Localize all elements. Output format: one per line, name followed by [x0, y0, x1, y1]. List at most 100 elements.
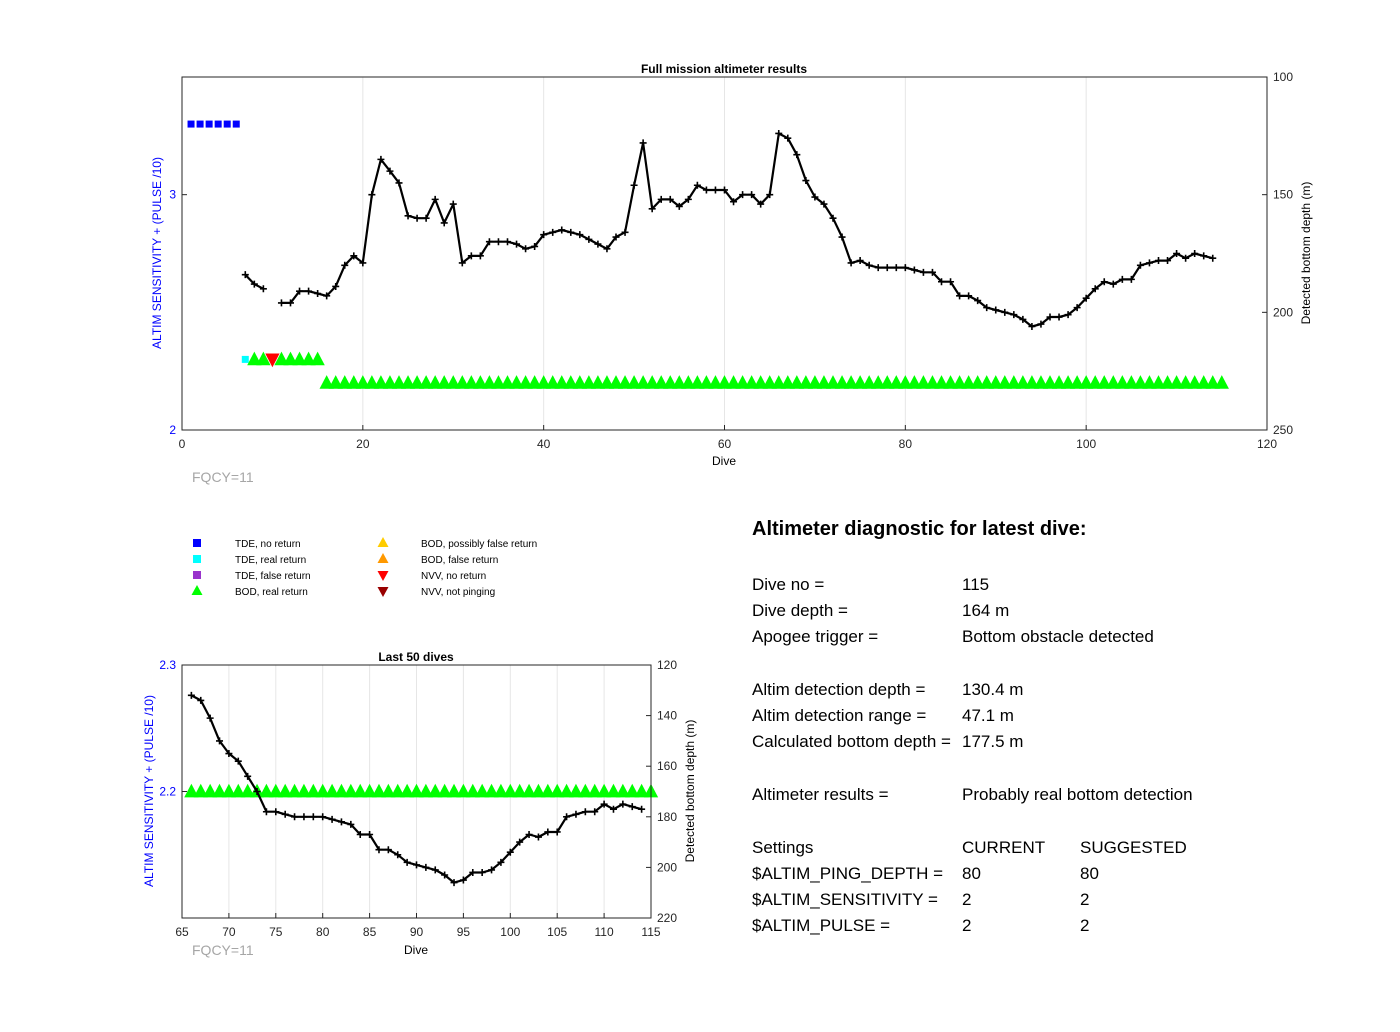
bod-real-return-marker	[473, 375, 488, 389]
bod-real-return-marker	[898, 375, 913, 389]
bod-real-return-marker	[315, 783, 330, 798]
diagnostic-label: Dive depth =	[752, 601, 848, 620]
bod-real-return-marker	[961, 375, 976, 389]
settings-header-suggested: SUGGESTED	[1080, 838, 1187, 857]
bod-real-return-marker	[780, 375, 795, 389]
depth-point-marker	[1019, 315, 1027, 323]
bod-real-return-marker	[391, 375, 407, 389]
bod-real-return-marker	[268, 783, 283, 798]
bod-real-return-marker	[1187, 375, 1202, 389]
depth-point-marker	[366, 831, 374, 839]
bod-real-return-marker	[343, 783, 358, 798]
top-chart-markers	[187, 120, 1229, 389]
tde-no-return-marker	[232, 120, 240, 128]
bod-real-return-marker	[617, 375, 633, 389]
tde-no-return-marker	[214, 120, 222, 128]
depth-point-marker	[467, 252, 475, 260]
bod-real-return-marker	[509, 375, 524, 389]
depth-point-marker	[1109, 280, 1117, 288]
bod-real-return-marker	[654, 375, 669, 389]
depth-point-marker	[450, 879, 458, 887]
x-tick-label: 110	[595, 925, 614, 939]
x-tick-label: 120	[1257, 437, 1277, 451]
legend-item-bod-possibly-false-return: BOD, possibly false return	[377, 537, 537, 550]
depth-point-marker	[919, 268, 927, 276]
bod-real-return-marker	[979, 375, 994, 389]
x-tick-label: 115	[641, 925, 660, 939]
depth-point-marker	[272, 808, 280, 816]
bod-real-return-marker	[563, 375, 578, 389]
depth-point-marker	[910, 266, 918, 274]
depth-point-marker	[693, 181, 701, 189]
legend-label: TDE, real return	[235, 555, 306, 566]
bottom-chart-right-y-label: Detected bottom depth (m)	[683, 720, 697, 863]
diagnostic-value: 177.5 m	[962, 732, 1024, 751]
depth-point-marker	[531, 242, 539, 250]
depth-point-marker	[377, 155, 385, 163]
depth-point-marker	[730, 198, 738, 206]
depth-point-marker	[1200, 252, 1208, 260]
bod-real-return-marker	[540, 783, 555, 798]
bod-real-return-marker	[527, 375, 542, 389]
bod-real-return-marker	[306, 783, 321, 798]
bottom-chart-x-label: Dive	[404, 943, 428, 957]
bod-real-return-marker	[484, 783, 499, 798]
bod-real-return-marker	[221, 783, 237, 798]
depth-point-marker	[386, 167, 394, 175]
legend-square-marker	[193, 555, 201, 563]
bod-real-return-marker	[324, 783, 340, 798]
depth-point-marker	[965, 292, 973, 300]
depth-point-marker	[1010, 311, 1018, 319]
depth-point-marker	[534, 833, 542, 841]
depth-point-marker	[603, 245, 611, 253]
depth-point-marker	[1046, 313, 1054, 321]
depth-series-line	[281, 132, 1214, 328]
depth-point-marker	[513, 240, 521, 248]
bod-real-return-marker	[771, 375, 786, 389]
bod-real-return-marker	[1033, 375, 1049, 389]
bod-real-return-marker	[382, 375, 398, 389]
depth-point-marker	[328, 815, 336, 823]
bod-real-return-marker	[418, 783, 434, 798]
depth-point-marker	[901, 264, 909, 272]
settings-current-value: 80	[962, 864, 981, 883]
bod-real-return-marker	[635, 375, 651, 389]
bod-real-return-marker	[437, 375, 452, 389]
bod-real-return-marker	[1133, 375, 1148, 389]
bod-real-return-marker	[465, 783, 480, 798]
bod-real-return-marker	[599, 375, 615, 389]
bod-real-return-marker	[625, 783, 640, 798]
legend-label: BOD, false return	[421, 555, 498, 566]
depth-point-marker	[829, 214, 837, 222]
bod-real-return-marker	[1051, 375, 1067, 389]
depth-point-marker	[368, 191, 376, 199]
bod-real-return-marker	[615, 783, 631, 798]
bod-real-return-marker	[437, 783, 452, 798]
bottom-fqcy-label: FQCY=11	[192, 942, 254, 958]
bod-real-return-marker	[1178, 375, 1193, 389]
depth-point-marker	[300, 813, 308, 821]
bod-real-return-marker	[381, 783, 396, 798]
top-fqcy-label: FQCY=11	[192, 469, 254, 485]
x-tick-label: 40	[537, 437, 551, 451]
depth-point-marker	[721, 186, 728, 194]
bod-real-return-marker	[753, 375, 768, 389]
bod-real-return-marker	[672, 375, 687, 389]
top-chart-left-y-ticks: 23	[169, 188, 187, 437]
depth-point-marker	[506, 848, 514, 856]
depth-point-marker	[197, 696, 205, 704]
depth-point-marker	[440, 219, 448, 227]
bod-real-return-marker	[193, 783, 208, 798]
right-y-tick-label: 200	[1273, 305, 1293, 319]
bod-real-return-marker	[690, 375, 705, 389]
bod-real-return-marker	[428, 783, 443, 798]
bod-real-return-marker	[319, 375, 334, 389]
tde-no-return-marker	[187, 120, 195, 128]
legend-triangle-up-marker	[191, 585, 203, 595]
bod-real-return-marker	[590, 375, 606, 389]
legend-square-marker	[193, 539, 201, 547]
bod-real-return-marker	[735, 375, 750, 389]
depth-point-marker	[702, 186, 710, 194]
bod-real-return-marker	[852, 375, 868, 389]
